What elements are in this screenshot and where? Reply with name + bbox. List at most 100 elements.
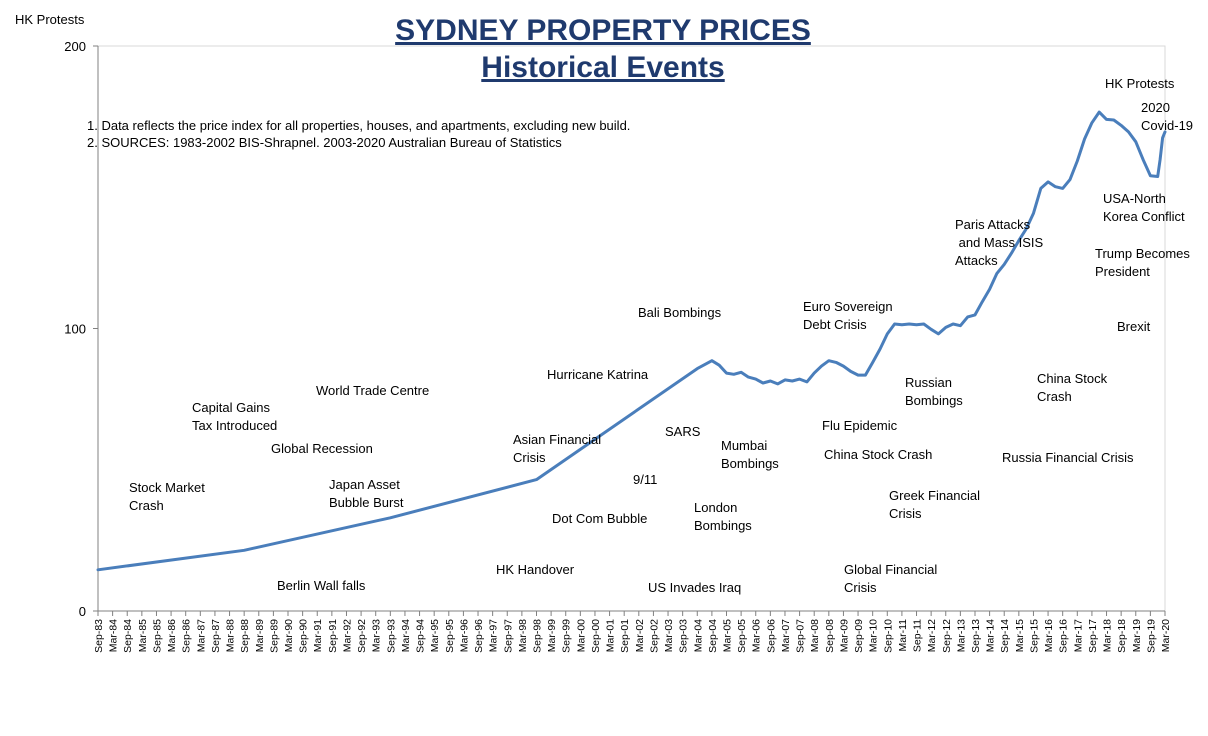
- event-annotation-line: President: [1095, 264, 1150, 279]
- x-tick-label: Mar-09: [838, 619, 850, 652]
- event-annotation-line: Flu Epidemic: [822, 418, 898, 433]
- x-tick-label: Mar-12: [926, 619, 938, 652]
- x-tick-label: Mar-11: [897, 619, 909, 652]
- x-tick-label: Mar-93: [371, 619, 383, 652]
- x-tick-label: Mar-01: [605, 619, 617, 652]
- x-tick-label: Mar-05: [722, 619, 734, 652]
- event-annotations: Stock Market Crash Capital Gains Tax Introd…: [129, 76, 1193, 595]
- event-annotation-line: 9/11: [633, 472, 657, 487]
- x-tick-label: Mar-96: [458, 619, 470, 652]
- x-tick-label: Sep-98: [532, 619, 544, 653]
- y-tick-label: 0: [79, 604, 86, 619]
- event-annotation-line: Crisis: [889, 506, 922, 521]
- x-tick-label: Mar-03: [663, 619, 675, 652]
- event-annotation-line: Stock Market: [129, 480, 205, 495]
- event-annotation-line: Japan Asset: [329, 477, 400, 492]
- x-tick-label: Sep-13: [970, 619, 982, 653]
- x-tick-label: Sep-88: [239, 619, 251, 653]
- event-annotation: Berlin Wall falls: [277, 578, 366, 593]
- x-tick-label: Mar-90: [283, 619, 295, 652]
- x-tick-label: Sep-99: [561, 619, 573, 653]
- event-annotation-line: Capital Gains: [192, 400, 271, 415]
- event-annotation: China Stock Crash: [1037, 371, 1108, 404]
- event-annotation: Stock Market Crash: [129, 480, 205, 513]
- event-annotation: Japan Asset Bubble Burst: [329, 477, 404, 510]
- x-tick-label: Sep-96: [473, 619, 485, 653]
- event-annotation: Paris Attacks and Mass ISIS Attacks: [955, 217, 1043, 268]
- event-annotation-line: SARS: [665, 424, 701, 439]
- x-tick-label: Sep-18: [1116, 619, 1128, 653]
- event-annotation: World Trade Centre: [316, 383, 429, 398]
- event-annotation-line: Berlin Wall falls: [277, 578, 366, 593]
- event-annotation-line: USA-North: [1103, 191, 1166, 206]
- x-tick-label: Mar-10: [868, 619, 880, 652]
- event-annotation-line: Bombings: [905, 393, 963, 408]
- x-tick-label: Mar-92: [342, 619, 354, 652]
- event-annotation-line: Hurricane Katrina: [547, 367, 649, 382]
- x-tick-label: Mar-89: [254, 619, 266, 652]
- x-tick-label: Mar-91: [312, 619, 324, 652]
- event-annotation: 2020 Covid-19: [1141, 100, 1193, 133]
- event-annotation: SARS: [665, 424, 701, 439]
- y-axis-label: HK Protests: [15, 12, 85, 27]
- event-annotation-line: Russia Financial Crisis: [1002, 450, 1134, 465]
- event-annotation: Brexit: [1117, 319, 1151, 334]
- x-tick-label: Sep-97: [502, 619, 514, 653]
- x-tick-label: Mar-94: [400, 619, 412, 652]
- event-annotation-line: Paris Attacks: [955, 217, 1031, 232]
- event-annotation-line: Bombings: [721, 456, 779, 471]
- event-annotation-line: Russian: [905, 375, 952, 390]
- x-tick-label: Mar-13: [955, 619, 967, 652]
- event-annotation-line: Trump Becomes: [1095, 246, 1190, 261]
- x-tick-label: Mar-20: [1160, 619, 1172, 652]
- x-tick-label: Sep-07: [795, 619, 807, 653]
- x-tick-label: Sep-84: [122, 619, 134, 653]
- event-annotation: Dot Com Bubble: [552, 511, 647, 526]
- chart-subtitle: Historical Events: [481, 51, 724, 84]
- x-tick-label: Sep-00: [590, 619, 602, 653]
- event-annotation: China Stock Crash: [824, 447, 932, 462]
- event-annotation-line: Dot Com Bubble: [552, 511, 647, 526]
- event-annotation-line: China Stock Crash: [824, 447, 932, 462]
- event-annotation-line: Asian Financial: [513, 432, 601, 447]
- x-tick-label: Sep-93: [385, 619, 397, 653]
- x-tick-label: Mar-85: [137, 619, 149, 652]
- x-tick-label: Sep-09: [853, 619, 865, 653]
- x-tick-label: Mar-06: [751, 619, 763, 652]
- x-tick-label: Sep-05: [736, 619, 748, 653]
- event-annotation: Bali Bombings: [638, 305, 722, 320]
- y-axis: 0 100 200: [64, 39, 98, 619]
- event-annotation-line: Attacks: [955, 253, 998, 268]
- event-annotation-line: Brexit: [1117, 319, 1151, 334]
- x-tick-label: Sep-10: [882, 619, 894, 653]
- event-annotation-line: Global Financial: [844, 562, 937, 577]
- x-tick-label: Mar-87: [195, 619, 207, 652]
- event-annotation-line: Euro Sovereign: [803, 299, 893, 314]
- x-tick-label: Sep-94: [415, 619, 427, 653]
- event-annotation: Global Financial Crisis: [844, 562, 937, 595]
- x-tick-label: Mar-02: [634, 619, 646, 652]
- event-annotation-line: Crisis: [513, 450, 546, 465]
- x-tick-label: Sep-12: [941, 619, 953, 653]
- x-tick-label: Sep-17: [1087, 619, 1099, 653]
- x-tick-label: Mar-16: [1043, 619, 1055, 652]
- x-tick-label: Mar-86: [166, 619, 178, 652]
- x-tick-label: Sep-92: [356, 619, 368, 653]
- event-annotation: London Bombings: [694, 500, 752, 533]
- event-annotation: 9/11: [633, 472, 657, 487]
- event-annotation: Flu Epidemic: [822, 418, 898, 433]
- x-tick-label: Sep-95: [444, 619, 456, 653]
- x-axis: Sep-83 Mar-84 Sep-84 Mar-85 Sep-85 Mar-86 Sep-…: [93, 611, 1172, 653]
- event-annotation-line: HK Handover: [496, 562, 575, 577]
- x-tick-label: Sep-89: [268, 619, 280, 653]
- x-tick-label: Mar-95: [429, 619, 441, 652]
- x-tick-label: Sep-14: [999, 619, 1011, 653]
- x-tick-label: Mar-17: [1072, 619, 1084, 652]
- event-annotation: HK Protests: [1105, 76, 1175, 91]
- x-tick-label: Mar-97: [488, 619, 500, 652]
- event-annotation-line: HK Protests: [1105, 76, 1175, 91]
- event-annotation: Asian Financial Crisis: [513, 432, 601, 465]
- x-tick-label: Sep-04: [707, 619, 719, 653]
- event-annotation-line: Korea Conflict: [1103, 209, 1185, 224]
